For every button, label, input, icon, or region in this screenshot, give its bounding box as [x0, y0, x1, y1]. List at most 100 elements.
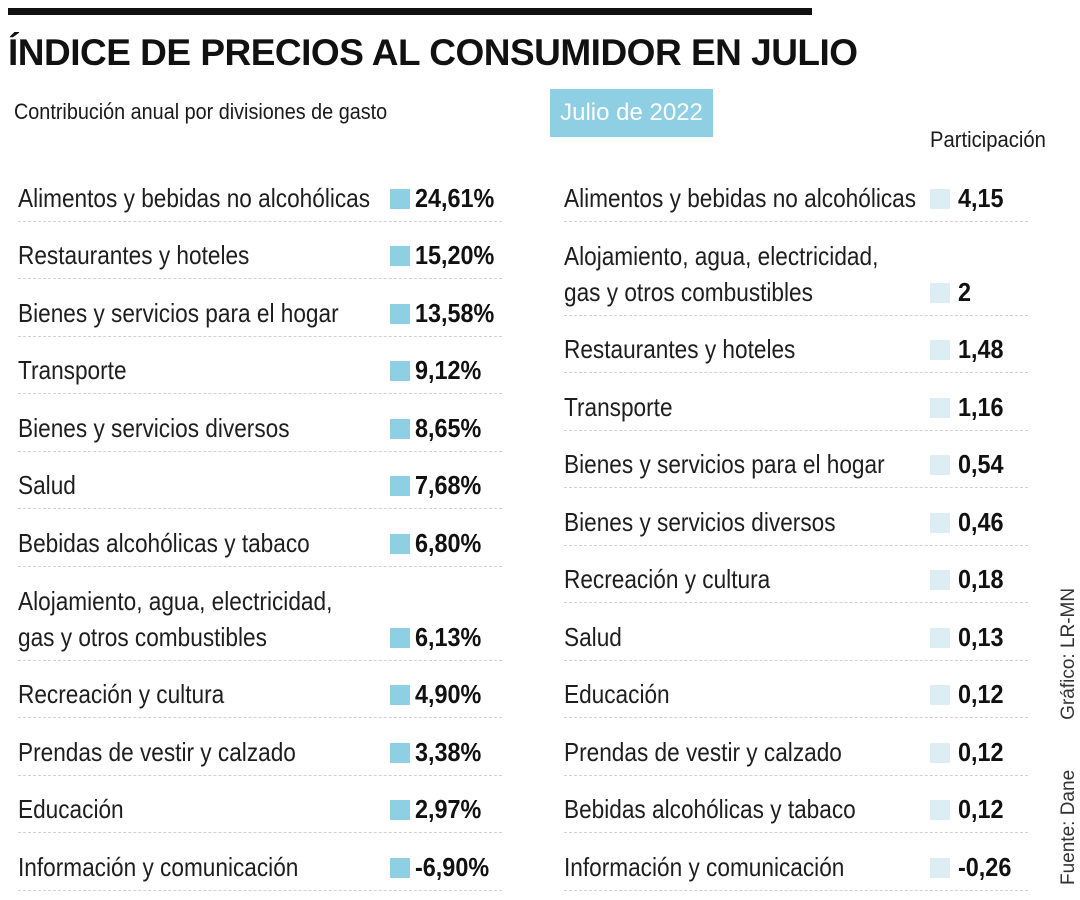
- list-item: Bienes y servicios para el hogar 0,54: [560, 433, 1040, 491]
- participation-header: Participación: [930, 127, 1046, 152]
- square-marker-icon: [390, 800, 410, 820]
- item-value: 4,90%: [415, 679, 482, 709]
- annual-contribution-list: Alimentos y bebidas no alcohólicas 24,61%…: [14, 166, 514, 893]
- item-value: 0,12: [958, 679, 1004, 709]
- item-value: 15,20%: [415, 240, 495, 270]
- item-label: Información y comunicación: [564, 851, 845, 882]
- item-label: Bienes y servicios diversos: [564, 506, 836, 537]
- item-value: 6,80%: [415, 527, 482, 558]
- square-marker-icon: [390, 857, 410, 878]
- list-item: Recreación y cultura 4,90%: [14, 663, 514, 721]
- top-rule: [8, 8, 812, 15]
- square-marker-icon: [930, 857, 950, 878]
- item-value: 2,97%: [415, 794, 482, 824]
- list-item: Bienes y servicios para el hogar 13,58%: [14, 281, 514, 339]
- item-value: 0,12: [958, 794, 1004, 824]
- graphic-credit: Gráfico: LR-MN: [1058, 587, 1079, 720]
- square-marker-icon: [390, 742, 410, 763]
- item-value: 6,13%: [415, 621, 482, 652]
- item-value: 0,18: [958, 564, 1004, 594]
- list-item: Salud 0,13: [560, 605, 1040, 663]
- item-label: Alojamiento, agua, electricidad, gas y o…: [564, 240, 879, 307]
- list-item: Transporte 1,16: [560, 375, 1040, 433]
- list-item: Restaurantes y hoteles 15,20%: [14, 224, 514, 282]
- square-marker-icon: [390, 303, 410, 324]
- square-marker-icon: [930, 282, 950, 303]
- square-marker-icon: [390, 361, 410, 381]
- square-marker-icon: [390, 685, 410, 705]
- item-label: Bebidas alcohólicas y tabaco: [18, 527, 310, 558]
- list-item: Alojamiento, agua, electricidad, gas y o…: [560, 224, 1040, 318]
- square-marker-icon: [930, 685, 950, 705]
- item-label: Alimentos y bebidas no alcohólicas: [18, 182, 371, 213]
- item-label: Bienes y servicios para el hogar: [564, 449, 885, 479]
- list-item: Bebidas alcohólicas y tabaco 0,12: [560, 778, 1040, 836]
- page-title: ÍNDICE DE PRECIOS AL CONSUMIDOR EN JULIO: [8, 32, 858, 73]
- item-value: 0,46: [958, 506, 1004, 537]
- square-marker-icon: [930, 800, 950, 820]
- item-label: Bienes y servicios para el hogar: [18, 297, 339, 328]
- item-value: 8,65%: [415, 412, 482, 443]
- item-value: 0,12: [958, 736, 1004, 767]
- subtitle: Contribución anual por divisiones de gas…: [14, 99, 388, 124]
- item-label: Salud: [18, 470, 76, 500]
- item-label: Transporte: [564, 391, 673, 422]
- item-label: Alojamiento, agua, electricidad, gas y o…: [18, 585, 333, 652]
- list-item: Educación 0,12: [560, 663, 1040, 721]
- item-label: Educación: [564, 679, 670, 709]
- item-value: -0,26: [958, 851, 1012, 882]
- list-item: Restaurantes y hoteles 1,48: [560, 318, 1040, 376]
- item-label: Restaurantes y hoteles: [18, 240, 250, 270]
- item-label: Transporte: [18, 355, 127, 385]
- item-label: Alimentos y bebidas no alcohólicas: [564, 182, 917, 213]
- item-value: 7,68%: [415, 470, 482, 500]
- source-text: Fuente: Dane: [1058, 769, 1079, 885]
- square-marker-icon: [930, 397, 950, 418]
- list-item: Información y comunicación -0,26: [560, 835, 1040, 893]
- item-value: 13,58%: [415, 297, 495, 328]
- item-value: 0,54: [958, 449, 1004, 479]
- item-value: 0,13: [958, 621, 1004, 652]
- item-label: Recreación y cultura: [564, 564, 771, 594]
- square-marker-icon: [390, 476, 410, 496]
- list-item: Información y comunicación -6,90%: [14, 835, 514, 893]
- item-label: Bienes y servicios diversos: [18, 412, 290, 443]
- square-marker-icon: [390, 188, 410, 209]
- square-marker-icon: [390, 627, 410, 648]
- list-item: Alojamiento, agua, electricidad, gas y o…: [14, 569, 514, 663]
- list-item: Bienes y servicios diversos 8,65%: [14, 396, 514, 454]
- list-item: Bebidas alcohólicas y tabaco 6,80%: [14, 511, 514, 569]
- list-item: Bienes y servicios diversos 0,46: [560, 490, 1040, 548]
- square-marker-icon: [930, 455, 950, 475]
- item-value: 4,15: [958, 182, 1004, 213]
- square-marker-icon: [930, 188, 950, 209]
- item-value: 2: [958, 276, 972, 307]
- list-item: Educación 2,97%: [14, 778, 514, 836]
- square-marker-icon: [930, 570, 950, 590]
- item-label: Salud: [564, 621, 622, 652]
- square-marker-icon: [930, 627, 950, 648]
- item-label: Restaurantes y hoteles: [564, 334, 796, 364]
- source-credit: Fuente: Dane Gráfico: LR-MN: [1058, 588, 1080, 885]
- list-item: Prendas de vestir y calzado 0,12: [560, 720, 1040, 778]
- item-label: Prendas de vestir y calzado: [18, 736, 296, 767]
- square-marker-icon: [390, 246, 410, 266]
- item-value: 3,38%: [415, 736, 482, 767]
- participation-list: Alimentos y bebidas no alcohólicas 4,15 A…: [560, 166, 1040, 893]
- date-badge: Julio de 2022: [550, 89, 713, 137]
- item-label: Recreación y cultura: [18, 679, 225, 709]
- square-marker-icon: [930, 340, 950, 360]
- list-item: Salud 7,68%: [14, 454, 514, 512]
- item-value: 1,48: [958, 334, 1004, 364]
- list-item: Transporte 9,12%: [14, 339, 514, 397]
- list-item: Recreación y cultura 0,18: [560, 548, 1040, 606]
- square-marker-icon: [930, 512, 950, 533]
- square-marker-icon: [930, 742, 950, 763]
- item-label: Prendas de vestir y calzado: [564, 736, 842, 767]
- item-value: 9,12%: [415, 355, 482, 385]
- list-item: Prendas de vestir y calzado 3,38%: [14, 720, 514, 778]
- list-item: Alimentos y bebidas no alcohólicas 4,15: [560, 166, 1040, 224]
- list-item: Alimentos y bebidas no alcohólicas 24,61%: [14, 166, 514, 224]
- square-marker-icon: [390, 418, 410, 439]
- item-value: 24,61%: [415, 182, 495, 213]
